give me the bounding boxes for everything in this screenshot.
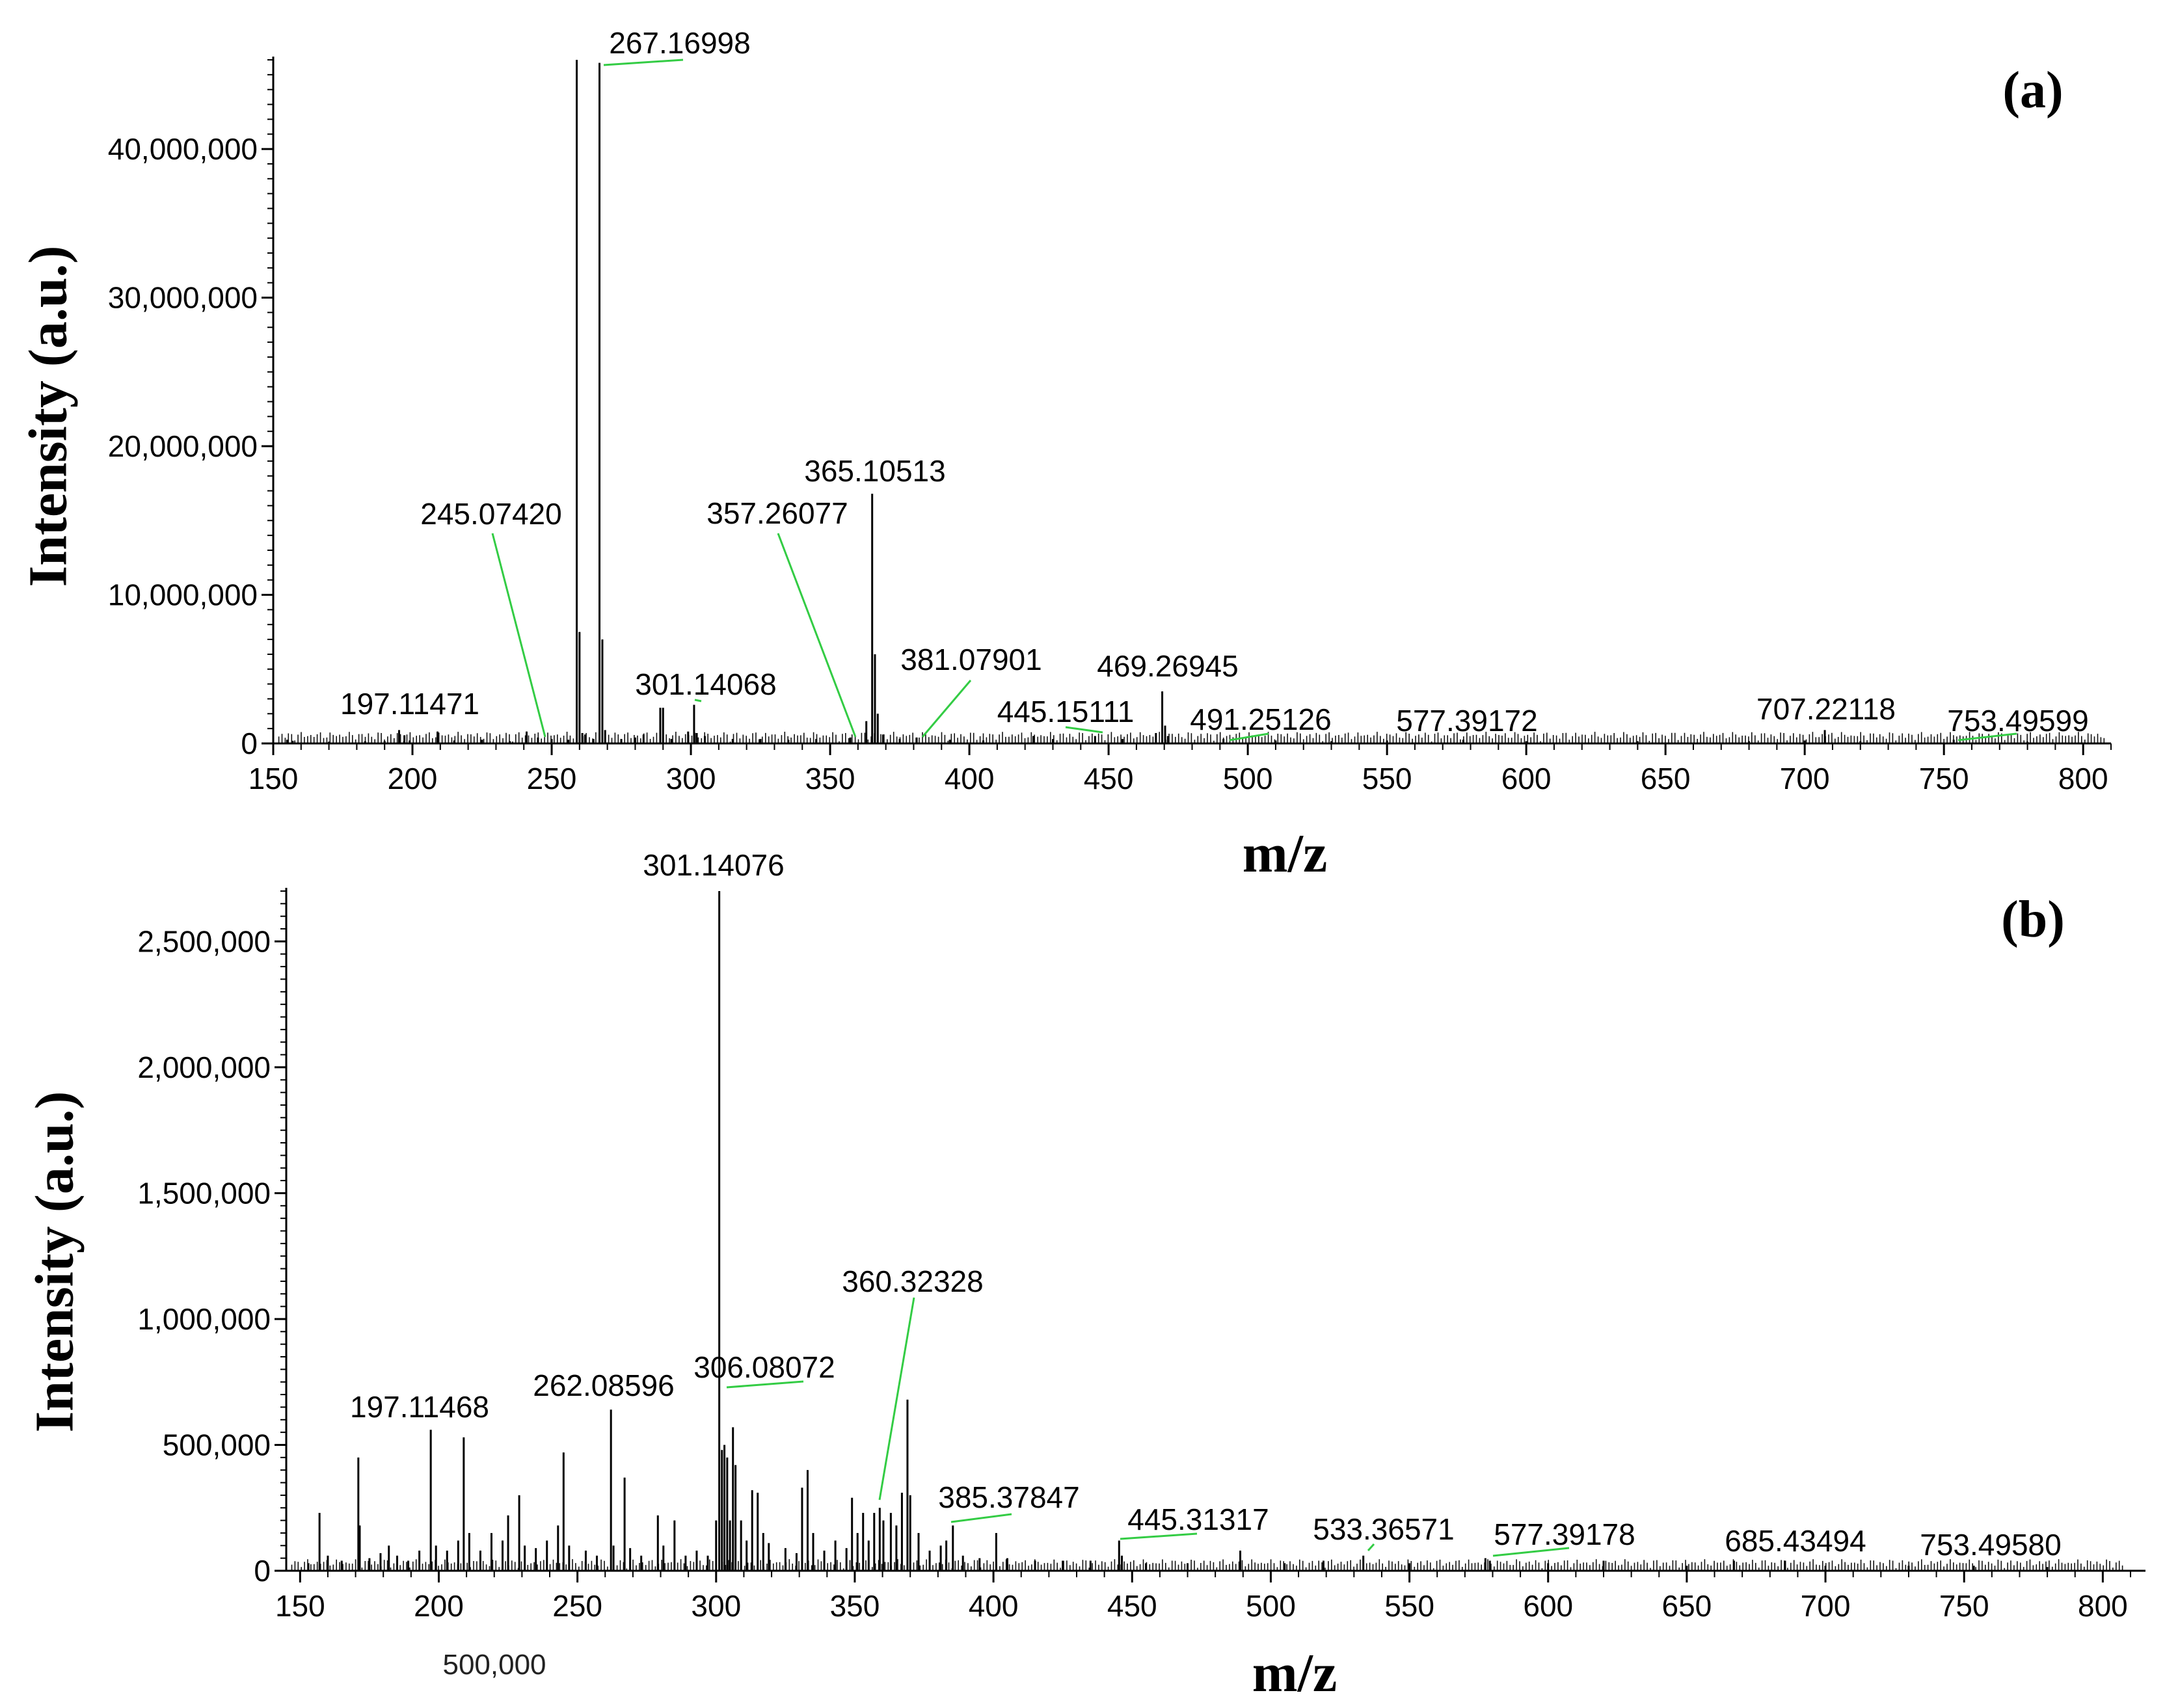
baseline-noise [278,732,2105,743]
peak-annotation: 385.37847 [938,1480,1079,1514]
panel-label: (a) [2002,62,2063,119]
peak-annotation: 577.39172 [1396,704,1537,738]
annotation-leader-line [1492,1547,1570,1557]
x-axis-title: m/z [1252,1643,1338,1703]
annotation-leader-line [1367,1543,1375,1552]
annotation-leader-line [921,680,972,738]
x-tick-label: 300 [666,762,716,795]
y-tick-label: 1,500,000 [137,1176,271,1210]
peak-annotation: 445.31317 [1127,1502,1269,1536]
x-tick-label: 700 [1780,762,1830,795]
y-axis-title: Intensity (a.u.) [24,1091,85,1432]
y-tick-label: 500,000 [163,1428,271,1461]
x-tick-label: 700 [1801,1589,1851,1623]
peak-annotation: 533.36571 [1313,1512,1454,1546]
y-tick-label: 2,000,000 [137,1050,271,1084]
peak-annotation: 301.14076 [643,848,784,882]
x-tick-label: 550 [1384,1589,1434,1623]
x-tick-label: 150 [249,762,299,795]
peak-annotation: 262.08596 [533,1368,674,1402]
x-tick-label: 250 [527,762,577,795]
x-tick-label: 400 [969,1589,1019,1623]
peak-annotation: 245.07420 [420,497,561,531]
peak-annotation: 491.25126 [1190,702,1331,736]
peak-annotation: 753.49599 [1947,704,2088,738]
y-axis-title: Intensity (a.u.) [18,245,78,587]
x-tick-label: 150 [275,1589,325,1623]
y-tick-label: 30,000,000 [108,281,258,315]
annotation-leader-line [950,1513,1012,1523]
peak-annotation: 197.11468 [350,1390,489,1424]
annotation-leader-line [1120,1532,1198,1540]
annotation-leader-line [1957,732,2017,741]
x-tick-label: 350 [830,1589,880,1623]
x-tick-label: 500 [1223,762,1273,795]
peak-annotation: 707.22118 [1756,692,1896,726]
x-tick-label: 800 [2078,1589,2128,1623]
x-tick-label: 800 [2058,762,2108,795]
peak-annotation: 301.14068 [635,667,776,701]
x-axis-title: m/z [1243,823,1328,884]
peak-annotation: 577.39178 [1494,1517,1635,1551]
annotation-leader-line [1065,726,1103,734]
annotation-leader-line [491,533,546,738]
peak-annotation: 357.26077 [706,496,848,530]
y-tick-label: 2,500,000 [137,924,271,958]
peak-annotation: 365.10513 [804,454,945,488]
y-tick-label: 10,000,000 [108,578,258,612]
annotation-leader-line [726,1380,804,1389]
x-tick-label: 450 [1084,762,1134,795]
x-tick-label: 400 [945,762,995,795]
x-tick-label: 200 [414,1589,464,1623]
panel-label: (b) [2001,891,2065,948]
y-tick-label: 0 [254,1554,271,1588]
x-tick-label: 300 [691,1589,741,1623]
x-tick-label: 600 [1523,1589,1573,1623]
stray-axis-label: 500,000 [442,1649,546,1681]
x-tick-label: 550 [1362,762,1412,795]
y-tick-label: 0 [241,727,258,760]
x-tick-label: 500 [1246,1589,1296,1623]
x-tick-label: 350 [805,762,855,795]
x-tick-label: 200 [388,762,438,795]
x-tick-label: 600 [1501,762,1552,795]
annotation-leader-line [1229,732,1269,741]
x-tick-label: 650 [1641,762,1691,795]
annotation-leader-line [777,533,857,738]
peak-annotation: 306.08072 [693,1350,835,1384]
spectrum-panel-a: 0 10,000,000 20,000,000 30,000,000 40,000,00… [18,26,2112,884]
y-tick-label: 20,000,000 [108,429,258,463]
annotation-leader-line [603,59,684,66]
peak-annotation: 267.16998 [609,26,750,60]
peak-annotation: 445.15111 [997,695,1135,728]
x-tick-label: 750 [1939,1589,1989,1623]
y-tick-label: 1,000,000 [137,1302,271,1336]
x-tick-label: 250 [552,1589,602,1623]
peak-annotation: 360.32328 [842,1264,983,1298]
y-tick-label: 40,000,000 [108,132,258,166]
x-tick-label: 450 [1107,1589,1157,1623]
peak-annotation: 381.07901 [900,643,1042,676]
annotation-leader-line [878,1297,915,1501]
peak-annotation: 469.26945 [1097,649,1238,683]
peak-annotation: 685.43494 [1725,1524,1866,1558]
spectrum-panel-b: 0 500,000 1,000,000 1,500,000 2,000,000 2,500… [24,848,2145,1703]
peak-annotation: 197.11471 [340,687,479,721]
peak-annotation: 753.49580 [1920,1528,2061,1562]
x-tick-label: 750 [1919,762,1969,795]
annotation-leader-line [694,699,702,702]
x-tick-label: 650 [1662,1589,1712,1623]
